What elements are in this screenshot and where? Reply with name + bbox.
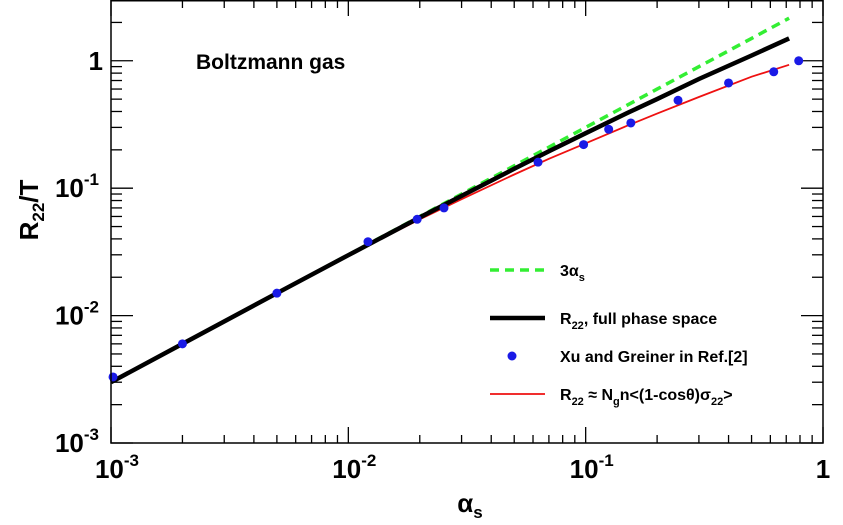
y-tick-label: 10-2 bbox=[55, 298, 99, 331]
series-line bbox=[110, 63, 790, 383]
legend-entry: R22 ≈ Ngn<(1-cosθ)σ22> bbox=[560, 387, 733, 408]
x-axis-label-main: α bbox=[457, 488, 473, 518]
data-point bbox=[579, 140, 589, 150]
x-axis-label: αs bbox=[457, 488, 482, 522]
data-point bbox=[769, 67, 779, 77]
data-point bbox=[272, 288, 282, 298]
series-layer bbox=[108, 16, 804, 385]
legend-entry: Xu and Greiner in Ref.[2] bbox=[560, 349, 748, 366]
legend-marker bbox=[507, 351, 517, 361]
chart-annotation: Boltzmann gas bbox=[196, 51, 345, 74]
data-point bbox=[439, 203, 449, 213]
x-tick-label: 1 bbox=[816, 454, 830, 484]
x-axis-label-sub: s bbox=[473, 503, 482, 522]
plot-frame bbox=[110, 0, 824, 444]
y-axis-label: R22/T bbox=[14, 179, 48, 240]
y-tick-label: 10-1 bbox=[55, 170, 99, 203]
series-line bbox=[109, 36, 791, 385]
data-point bbox=[108, 372, 118, 382]
y-tick-label: 10-3 bbox=[55, 425, 99, 458]
legend: 3αs R22, full phase space Xu and Greiner i… bbox=[490, 263, 748, 408]
data-point bbox=[724, 78, 734, 88]
data-point bbox=[604, 124, 614, 134]
data-point bbox=[626, 118, 636, 128]
data-point bbox=[533, 157, 543, 167]
legend-entry: R22, full phase space bbox=[560, 311, 717, 332]
tick-labels: 10-3 10-2 10-1 1 10-3 10-2 10-1 1 bbox=[55, 46, 830, 484]
y-tick-label: 1 bbox=[89, 46, 103, 76]
y-axis-label-tail: /T bbox=[14, 179, 44, 202]
data-point bbox=[794, 56, 804, 66]
data-point bbox=[673, 95, 683, 105]
data-point bbox=[363, 237, 373, 247]
x-tick-label: 10-2 bbox=[332, 451, 376, 484]
data-point bbox=[177, 339, 187, 349]
minor-ticks bbox=[110, 0, 824, 444]
x-tick-label: 10-1 bbox=[570, 451, 614, 484]
x-tick-label: 10-3 bbox=[95, 451, 139, 484]
y-axis-label-main: R bbox=[14, 221, 44, 240]
y-axis-label-sub: 22 bbox=[29, 203, 48, 222]
legend-entry: 3αs bbox=[560, 263, 585, 284]
data-point bbox=[412, 214, 422, 224]
